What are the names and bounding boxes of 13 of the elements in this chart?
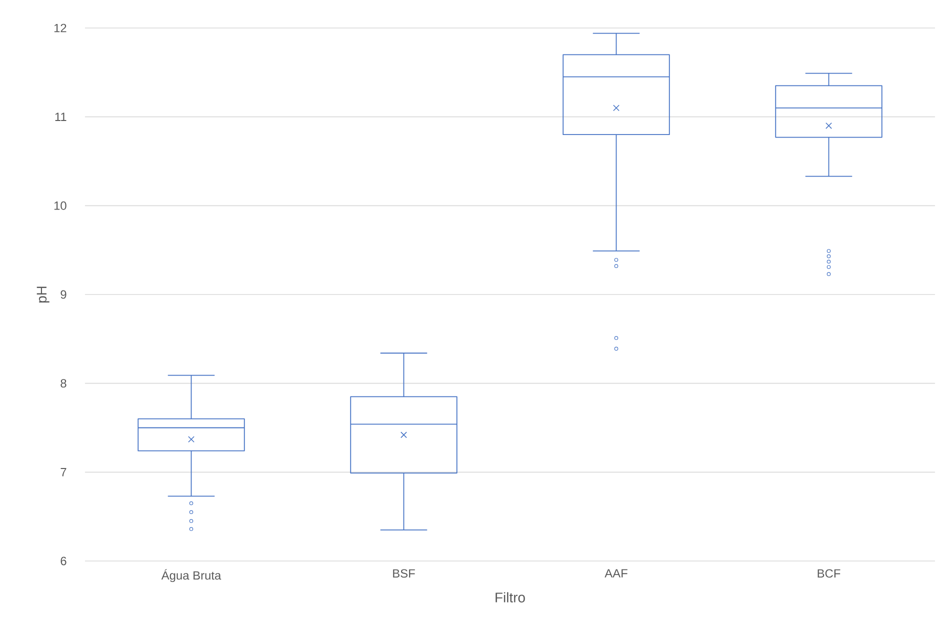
y-tick-label: 12 xyxy=(54,24,66,32)
x-tick-label: AAF xyxy=(604,569,628,578)
x-tick-label: BSF xyxy=(393,569,415,578)
y-axis-title: pH xyxy=(36,286,50,303)
y-tick-label: 7 xyxy=(60,468,66,476)
x-axis-title: Filtro xyxy=(496,592,525,602)
y-tick-label: 8 xyxy=(60,379,66,388)
y-tick-label: 10 xyxy=(54,201,66,210)
x-tick-label: BCF xyxy=(818,569,840,578)
y-tick-label: 9 xyxy=(60,290,66,299)
x-tick-label: Água Bruta xyxy=(161,569,222,582)
y-tick-label: 6 xyxy=(60,556,66,566)
y-tick-label: 11 xyxy=(55,112,66,121)
